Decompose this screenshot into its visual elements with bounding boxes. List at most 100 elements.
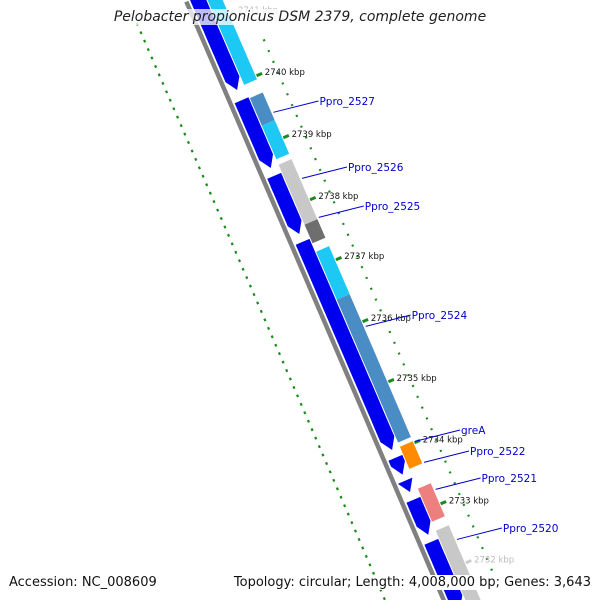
gc-skew-dot — [485, 557, 489, 561]
scale-tick — [362, 318, 369, 324]
gc-skew-dot — [416, 395, 420, 399]
gc-skew-dot — [365, 276, 369, 280]
gc-dot — [321, 453, 325, 457]
gc-skew-dot — [351, 244, 355, 247]
gc-dot — [154, 64, 158, 69]
gc-dot — [248, 284, 252, 288]
gc-skew-dot — [467, 514, 470, 517]
gc-dot — [186, 140, 190, 145]
scale-tick — [387, 378, 395, 384]
cds-arrow — [388, 454, 405, 475]
gc-skew-dot — [281, 82, 285, 85]
gc-dot — [252, 292, 256, 297]
leader-line — [456, 527, 503, 540]
gc-skew-dot — [328, 190, 331, 193]
gc-skew-dot — [448, 471, 452, 474]
gc-skew-dot — [355, 255, 359, 258]
leader-line — [435, 477, 481, 490]
gc-dot — [216, 208, 220, 212]
leader-line — [365, 314, 411, 327]
gene-label: Ppro_2522 — [470, 446, 525, 458]
cds-arrow — [398, 477, 413, 492]
gc-dot — [143, 39, 147, 43]
gc-dot — [175, 115, 180, 119]
scale-label: 2737 kbp — [344, 252, 384, 262]
leader-line — [414, 429, 461, 442]
backbone-track — [184, 0, 447, 600]
genome-summary-text: Topology: circular; Length: 4,008,000 bp… — [233, 575, 591, 590]
gc-skew-dot — [309, 146, 313, 150]
gc-content-track — [135, 22, 493, 600]
gc-dot — [361, 546, 365, 550]
gc-skew-dot — [397, 352, 401, 355]
gc-dot — [314, 436, 318, 440]
gene-label: Ppro_2527 — [319, 96, 374, 108]
scale-label: 2740 kbp — [265, 68, 305, 78]
gc-dot — [157, 73, 161, 77]
gc-dot — [299, 402, 303, 406]
gc-dot — [263, 318, 267, 322]
gc-skew-dot — [420, 406, 424, 409]
scale-label: 2734 kbp — [423, 435, 463, 445]
gc-skew-dot — [457, 492, 461, 496]
feature-block — [417, 483, 445, 522]
gc-dot — [168, 98, 172, 102]
gc-dot — [190, 149, 194, 153]
scale-tick — [335, 255, 343, 262]
gc-dot — [256, 301, 260, 305]
gene-label: Ppro_2520 — [503, 523, 558, 535]
scale-tick — [465, 559, 472, 565]
gc-dot — [237, 259, 241, 263]
cds-arrow — [295, 238, 395, 450]
gc-skew-dot — [462, 503, 466, 507]
gc-dot — [288, 377, 292, 381]
gc-skew-dot — [262, 38, 266, 42]
gene-label: Ppro_2521 — [482, 473, 537, 485]
gc-skew-dot — [272, 60, 275, 64]
gc-dot — [306, 419, 310, 423]
gc-dot — [179, 123, 183, 128]
gc-skew-dot — [332, 200, 336, 204]
gc-dot — [212, 200, 216, 204]
gc-dot — [194, 157, 198, 162]
gc-skew-dot — [388, 330, 392, 334]
gc-dot — [332, 478, 336, 483]
gene-label: Ppro_2524 — [412, 310, 468, 322]
gc-skew-dot — [471, 525, 475, 528]
feature-block — [316, 246, 350, 300]
feature-block — [399, 441, 423, 469]
gc-dot — [339, 495, 343, 499]
gc-skew-dot — [480, 546, 484, 550]
feature-track — [207, 0, 481, 600]
gc-dot — [277, 352, 281, 356]
gc-skew-dot — [439, 449, 443, 453]
gc-skew-dot — [276, 71, 280, 75]
cds-arrow — [406, 496, 431, 535]
gc-skew-dot — [295, 114, 299, 118]
gc-dot — [270, 335, 274, 339]
gc-dot — [227, 233, 231, 238]
leader-line — [273, 100, 319, 113]
gc-dot — [364, 554, 368, 559]
scale-tick — [255, 71, 263, 78]
leader-line — [301, 166, 348, 179]
scale-tick — [282, 133, 290, 140]
gc-dot — [346, 512, 350, 516]
gc-dot — [368, 563, 372, 567]
gc-skew-dot — [369, 287, 373, 291]
gc-skew-dot — [323, 179, 327, 183]
gc-dot — [274, 343, 278, 347]
scale-label: 2738 kbp — [318, 192, 358, 202]
gc-dot — [172, 107, 176, 111]
gc-dot — [219, 216, 223, 221]
scale-label: 2733 kbp — [449, 496, 489, 506]
feature-block — [304, 219, 326, 244]
gc-skew-dot — [411, 384, 415, 388]
gc-dot — [350, 520, 354, 525]
gc-dot — [165, 90, 169, 94]
gene-label: Ppro_2525 — [365, 201, 420, 213]
gc-dot — [292, 385, 296, 390]
gc-dot — [303, 411, 307, 415]
